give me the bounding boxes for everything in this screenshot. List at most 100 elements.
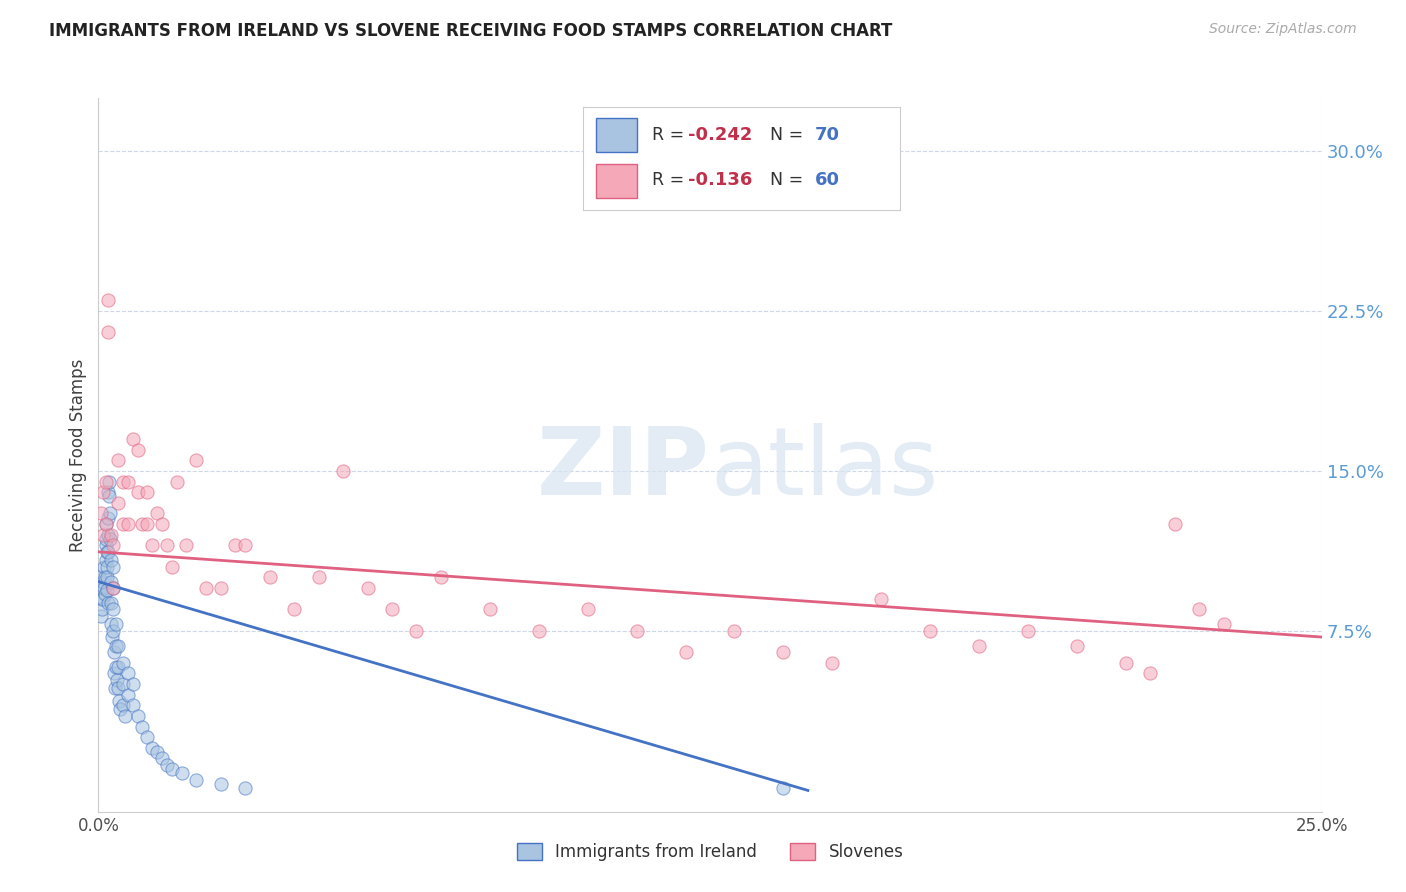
Point <box>94 587 117 601</box>
Point <box>111 698 134 713</box>
Point <box>90 591 112 606</box>
Point <box>186 772 208 787</box>
Point <box>723 624 745 638</box>
Point <box>111 475 134 489</box>
Point <box>430 570 453 584</box>
Point <box>97 596 120 610</box>
Point <box>166 475 188 489</box>
Point <box>97 545 120 559</box>
Point <box>94 570 117 584</box>
Point <box>111 656 134 670</box>
Point <box>93 581 115 595</box>
Point <box>107 660 129 674</box>
Point <box>111 677 134 691</box>
Point <box>101 559 124 574</box>
Point <box>91 485 114 500</box>
Text: 70: 70 <box>814 127 839 145</box>
Point <box>920 624 942 638</box>
Point <box>91 602 114 616</box>
Point <box>97 326 120 340</box>
Point <box>675 645 697 659</box>
Point <box>96 545 118 559</box>
Point <box>98 507 121 521</box>
Point <box>176 538 198 552</box>
Point <box>90 608 112 623</box>
Point <box>91 574 114 589</box>
Point <box>821 656 844 670</box>
Point <box>576 602 599 616</box>
Point <box>136 517 159 532</box>
Point <box>97 293 120 308</box>
Point <box>1066 639 1088 653</box>
Point <box>117 688 139 702</box>
Point <box>96 570 118 584</box>
Point <box>108 694 131 708</box>
Point <box>107 681 129 695</box>
Point <box>104 639 127 653</box>
Point <box>131 719 153 733</box>
Point <box>101 624 124 638</box>
Point <box>90 507 112 521</box>
Point <box>91 591 114 606</box>
Point <box>170 766 193 780</box>
Point <box>94 517 117 532</box>
Point <box>233 538 256 552</box>
Point <box>96 517 118 532</box>
Point <box>209 777 232 791</box>
Text: N =: N = <box>770 127 808 145</box>
Point <box>405 624 427 638</box>
Point <box>1139 666 1161 681</box>
Point <box>103 645 125 659</box>
Text: atlas: atlas <box>710 423 938 516</box>
Point <box>110 702 132 716</box>
Text: R =: R = <box>651 171 689 189</box>
Point <box>100 528 122 542</box>
Point <box>870 591 893 606</box>
Point <box>97 510 120 524</box>
Point <box>111 517 134 532</box>
Point <box>150 517 173 532</box>
Point <box>100 617 122 632</box>
Legend: Immigrants from Ireland, Slovenes: Immigrants from Ireland, Slovenes <box>510 836 910 868</box>
Point <box>121 432 143 446</box>
Point <box>98 490 121 504</box>
Point <box>96 583 118 598</box>
Point <box>136 485 159 500</box>
Point <box>141 538 163 552</box>
Point <box>107 496 129 510</box>
Point <box>96 559 118 574</box>
Point <box>89 581 111 595</box>
Point <box>772 781 794 796</box>
Point <box>146 745 169 759</box>
Point <box>93 559 115 574</box>
Point <box>1115 656 1137 670</box>
Point <box>626 624 648 638</box>
Point <box>332 464 354 478</box>
Text: -0.242: -0.242 <box>688 127 752 145</box>
Text: R =: R = <box>651 127 689 145</box>
Point <box>1017 624 1039 638</box>
Point <box>94 475 117 489</box>
Y-axis label: Receiving Food Stamps: Receiving Food Stamps <box>69 359 87 551</box>
Point <box>136 730 159 744</box>
Point <box>114 709 136 723</box>
Point <box>105 673 128 687</box>
Point <box>100 574 122 589</box>
Point <box>94 553 117 567</box>
Point <box>101 538 124 552</box>
Point <box>107 639 129 653</box>
Point <box>100 596 122 610</box>
Point <box>105 660 128 674</box>
Text: ZIP: ZIP <box>537 423 710 516</box>
Point <box>117 517 139 532</box>
Point <box>97 485 120 500</box>
Bar <box>596 164 637 198</box>
Text: N =: N = <box>770 171 808 189</box>
Point <box>156 538 179 552</box>
Text: -0.136: -0.136 <box>688 171 752 189</box>
Point <box>160 559 183 574</box>
Point <box>233 781 256 796</box>
Point <box>107 453 129 467</box>
Text: Source: ZipAtlas.com: Source: ZipAtlas.com <box>1209 22 1357 37</box>
Point <box>356 581 378 595</box>
